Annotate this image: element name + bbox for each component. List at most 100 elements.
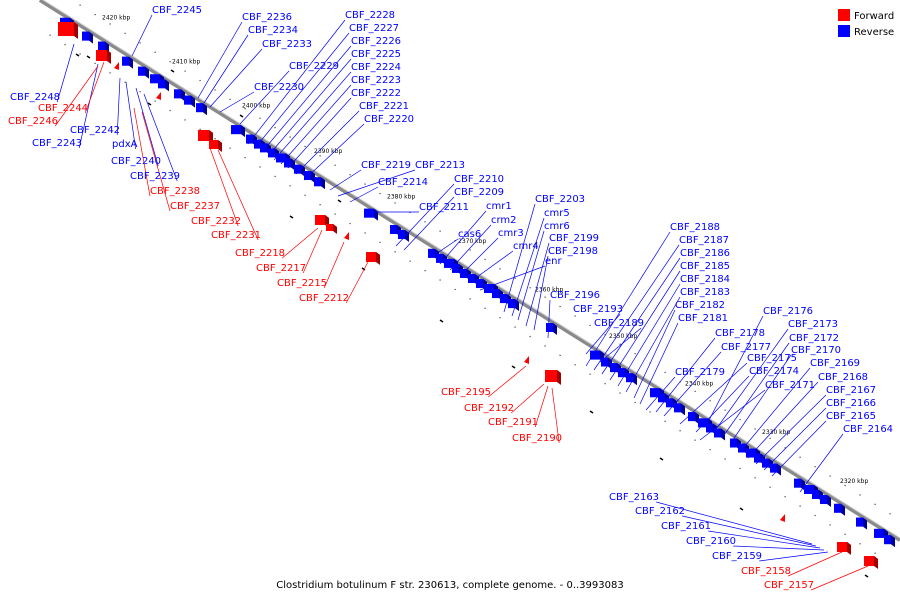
forward-gene-block[interactable]	[864, 556, 878, 569]
reverse-gene-label: CBF_2165	[826, 411, 876, 422]
track-dot	[229, 98, 231, 100]
track-dot	[499, 317, 501, 319]
forward-gene-small[interactable]	[114, 62, 119, 70]
reverse-gene-block[interactable]	[231, 125, 245, 138]
reverse-gene-block[interactable]	[820, 495, 831, 508]
track-dot	[739, 418, 741, 421]
reverse-gene-label: CBF_2171	[765, 380, 815, 391]
leader-line	[663, 351, 722, 417]
track-dot	[544, 345, 546, 347]
track-dot	[649, 411, 651, 413]
track-dot	[784, 496, 786, 498]
forward-gene-block[interactable]	[96, 50, 111, 64]
forward-gene-label: CBF_2237	[170, 201, 220, 212]
track-dot	[469, 298, 471, 300]
reverse-gene-label: CBF_2164	[843, 424, 893, 435]
reverse-gene-block[interactable]	[834, 503, 845, 516]
leader-line	[133, 107, 151, 197]
forward-gene-small[interactable]	[156, 92, 161, 100]
reverse-gene-block[interactable]	[856, 517, 867, 530]
forward-gene-block[interactable]	[326, 224, 337, 234]
leader-line	[759, 551, 829, 562]
kbp-tick-label: 2360 kbp	[535, 287, 563, 294]
legend: Forward Reverse	[838, 9, 894, 38]
leader-line	[771, 420, 827, 477]
track-dot	[634, 401, 636, 404]
track-dot	[124, 32, 126, 35]
leader-line	[747, 381, 819, 459]
reverse-gene-label: cas6	[458, 229, 481, 240]
track-dot	[379, 241, 381, 243]
leader-line	[511, 217, 545, 317]
forward-gene-block[interactable]	[837, 542, 851, 555]
track-dot	[514, 326, 516, 328]
reverse-gene-block[interactable]	[398, 230, 409, 243]
leader-line	[593, 244, 680, 371]
reverse-gene-block[interactable]	[304, 171, 315, 184]
reverse-gene-block[interactable]	[794, 478, 805, 491]
leader-line	[639, 322, 679, 405]
reverse-gene-block[interactable]	[314, 177, 325, 190]
track-dot	[484, 307, 486, 309]
forward-gene-block[interactable]	[209, 140, 222, 152]
kbp-tick-label: 2420 kbp	[102, 15, 130, 22]
track-dot	[724, 409, 726, 411]
genome-backbone	[38, 0, 900, 542]
reverse-gene-block[interactable]	[884, 535, 895, 548]
reverse-gene-block[interactable]	[158, 79, 169, 92]
leader-line	[755, 394, 827, 465]
reverse-gene-label: CBF_2226	[351, 36, 401, 47]
leader-line	[682, 515, 817, 547]
legend-forward-label: Forward	[854, 11, 894, 22]
reverse-gene-block[interactable]	[508, 299, 519, 312]
track-dot	[304, 194, 306, 196]
reverse-gene-block[interactable]	[184, 95, 195, 108]
reverse-gene-block[interactable]	[122, 56, 133, 69]
track-dot	[709, 400, 711, 402]
track-dot	[319, 204, 321, 206]
reverse-gene-block[interactable]	[770, 463, 781, 476]
reverse-gene-block[interactable]	[82, 31, 93, 44]
reverse-gene-block[interactable]	[674, 403, 685, 416]
reverse-gene-label: CBF_2189	[594, 318, 644, 329]
reverse-gene-block[interactable]	[174, 89, 185, 102]
leader-line	[337, 169, 416, 197]
reverse-gene-label: CBF_2176	[763, 306, 813, 317]
reverse-gene-block[interactable]	[138, 66, 149, 79]
reverse-gene-block[interactable]	[196, 103, 207, 116]
reverse-gene-label: CBF_2243	[32, 138, 82, 149]
forward-gene-small[interactable]	[524, 356, 529, 364]
forward-gene-small[interactable]	[344, 232, 349, 240]
track-dot	[814, 514, 816, 517]
leader-line	[403, 196, 455, 251]
forward-gene-label: CBF_2191	[488, 417, 538, 428]
leader-line	[729, 354, 792, 445]
reverse-gene-label: CBF_2236	[242, 12, 292, 23]
reverse-gene-label: CBF_2182	[675, 300, 725, 311]
reverse-gene-label: CBF_2196	[550, 290, 600, 301]
leader-line	[273, 71, 352, 161]
reverse-gene-block[interactable]	[688, 412, 699, 425]
leader-line	[625, 296, 681, 393]
reverse-gene-block[interactable]	[364, 208, 378, 221]
reverse-gene-label: CBF_2175	[747, 353, 797, 364]
forward-gene-block[interactable]	[545, 370, 561, 385]
leader-line	[585, 231, 671, 367]
forward-gene-block[interactable]	[58, 22, 78, 39]
reverse-gene-label: CBF_2248	[10, 92, 60, 103]
reverse-gene-label: CBF_2168	[818, 372, 868, 383]
track-dot	[214, 138, 216, 140]
reverse-gene-block[interactable]	[626, 373, 637, 386]
reverse-gene-block[interactable]	[546, 322, 557, 335]
forward-gene-block[interactable]	[366, 252, 380, 265]
forward-gene-small[interactable]	[780, 514, 785, 522]
reverse-gene-label: CBF_2203	[535, 194, 585, 205]
track-dot	[274, 175, 276, 178]
reverse-gene-block[interactable]	[284, 158, 295, 171]
leader-line	[799, 433, 844, 493]
track-dot	[544, 296, 546, 298]
track-dot	[259, 117, 261, 119]
reverse-gene-label: cmr1	[486, 201, 512, 212]
leader-line	[656, 501, 813, 545]
track-dot	[694, 439, 696, 441]
